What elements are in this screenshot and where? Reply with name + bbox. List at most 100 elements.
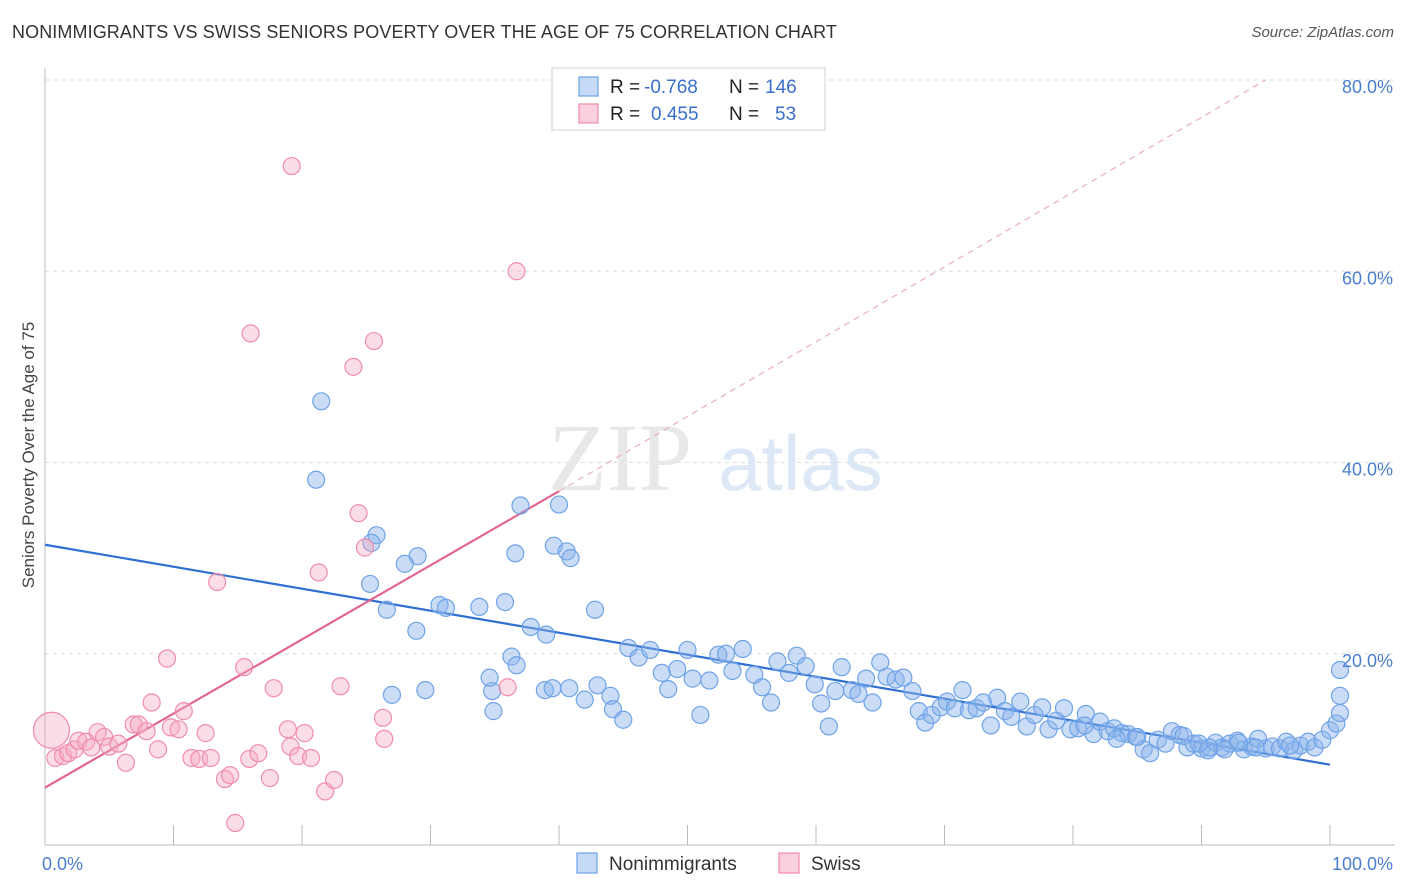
point-nonimmigrants [678, 640, 697, 660]
point-nonimmigrants [361, 574, 380, 594]
point-swiss [331, 677, 350, 696]
point-swiss [301, 748, 321, 768]
point-nonimmigrants [857, 669, 876, 688]
point-nonimmigrants [779, 663, 799, 682]
point-swiss [498, 678, 517, 697]
point-nonimmigrants [1305, 738, 1324, 757]
point-nonimmigrants [988, 688, 1007, 707]
point-swiss [349, 504, 368, 523]
point-nonimmigrants [805, 675, 824, 694]
y-tick-label: 60.0% [1342, 268, 1393, 288]
point-nonimmigrants [407, 621, 426, 640]
point-nonimmigrants [543, 679, 562, 698]
point-nonimmigrants [832, 658, 851, 677]
point-swiss [53, 746, 73, 766]
point-nonimmigrants [601, 686, 620, 705]
legend-r-label: R = [610, 104, 640, 125]
point-nonimmigrants [483, 681, 502, 701]
legend-swatch-swiss [578, 103, 599, 124]
point-swiss [507, 262, 526, 281]
y-tick-label: 80.0% [1342, 77, 1393, 97]
point-swiss [137, 722, 156, 741]
point-nonimmigrants [796, 657, 815, 676]
point-nonimmigrants [849, 684, 868, 704]
point-nonimmigrants [1011, 692, 1030, 711]
legend-n-value: 146 [765, 77, 797, 98]
chart-title: NONIMMIGRANTS VS SWISS SENIORS POVERTY O… [12, 22, 837, 42]
legend-n-label: N = [729, 104, 759, 125]
point-swiss [373, 708, 393, 727]
watermark: ZIP atlas [548, 404, 883, 511]
point-swiss [249, 744, 268, 763]
legend-r-value: 0.455 [651, 104, 699, 125]
point-nonimmigrants [752, 678, 772, 697]
point-swiss [375, 729, 394, 748]
point-nonimmigrants [709, 645, 728, 664]
bottom-legend-swatch-swiss [778, 852, 800, 874]
point-nonimmigrants [903, 681, 922, 701]
watermark-zip: ZIP [548, 404, 692, 511]
legend-r-label: R = [610, 77, 640, 98]
point-nonimmigrants [894, 668, 913, 687]
y-tick-label: 20.0% [1342, 651, 1393, 671]
point-swiss [282, 156, 301, 176]
point-swiss [260, 768, 279, 788]
point-swiss [208, 572, 227, 592]
point-nonimmigrants [1313, 730, 1332, 749]
point-nonimmigrants [1075, 716, 1094, 735]
point-swiss [32, 711, 71, 749]
point-nonimmigrants [1327, 714, 1346, 733]
point-swiss [309, 563, 328, 582]
point-nonimmigrants [511, 496, 530, 515]
point-nonimmigrants [549, 495, 569, 514]
point-swiss [241, 324, 260, 343]
point-nonimmigrants [716, 644, 736, 663]
point-swiss [220, 766, 240, 785]
point-swiss [235, 658, 254, 677]
point-nonimmigrants [812, 694, 831, 713]
y-tick-label: 40.0% [1342, 460, 1393, 480]
point-nonimmigrants [668, 659, 687, 679]
point-nonimmigrants [561, 549, 580, 568]
point-nonimmigrants [395, 554, 414, 573]
point-nonimmigrants [416, 680, 435, 700]
point-swiss [142, 693, 161, 712]
points-swiss [32, 156, 526, 833]
point-nonimmigrants [723, 661, 742, 681]
point-nonimmigrants [1112, 724, 1131, 743]
point-swiss [82, 738, 101, 757]
legend-r-value: -0.768 [644, 77, 698, 98]
point-nonimmigrants [1330, 703, 1350, 723]
point-swiss [226, 813, 245, 833]
bottom-legend-label-swiss: Swiss [811, 854, 861, 875]
point-nonimmigrants [1140, 744, 1160, 763]
axes [44, 68, 1395, 846]
point-nonimmigrants [1330, 686, 1350, 705]
x-tick-labels: 0.0% 100.0% [42, 854, 1393, 874]
point-swiss [169, 720, 188, 739]
point-nonimmigrants [1054, 699, 1074, 718]
point-nonimmigrants [1320, 721, 1340, 740]
point-nonimmigrants [506, 544, 525, 563]
point-nonimmigrants [683, 669, 702, 688]
point-nonimmigrants [1025, 705, 1044, 725]
point-nonimmigrants [1061, 720, 1080, 739]
y-axis-label: Seniors Poverty Over the Age of 75 [19, 322, 38, 588]
point-swiss [109, 734, 128, 753]
point-nonimmigrants [700, 671, 719, 690]
point-nonimmigrants [480, 668, 499, 687]
point-swiss [196, 724, 215, 743]
point-nonimmigrants [1189, 734, 1209, 753]
point-nonimmigrants [1128, 727, 1147, 747]
point-swiss [364, 331, 384, 351]
point-nonimmigrants [641, 640, 660, 660]
point-nonimmigrants [585, 600, 605, 619]
point-nonimmigrants [507, 656, 526, 675]
point-swiss [325, 770, 344, 790]
point-nonimmigrants [1033, 698, 1052, 717]
watermark-atlas: atlas [718, 419, 883, 507]
point-swiss [157, 649, 177, 668]
point-swiss [240, 749, 259, 769]
point-swiss [201, 748, 220, 768]
point-nonimmigrants [973, 693, 993, 712]
